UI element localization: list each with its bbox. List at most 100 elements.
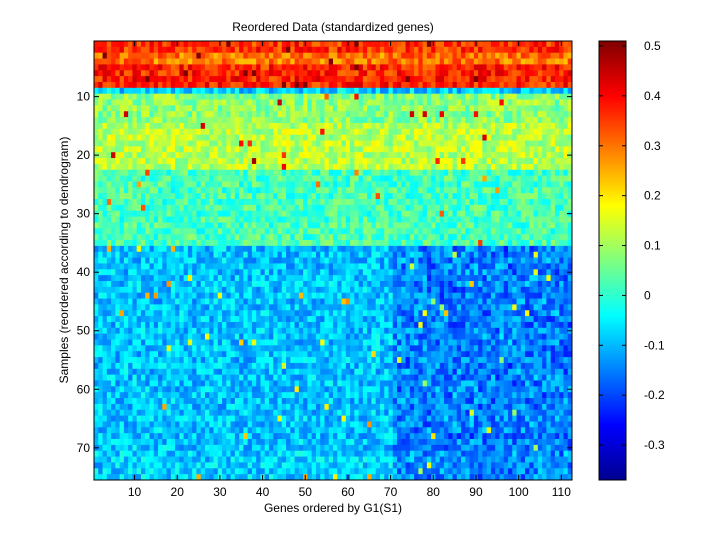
heatmap-cell [409,111,415,118]
heatmap-cell [115,175,121,182]
heatmap-cell [435,70,441,77]
heatmap-cell [290,140,295,147]
heatmap-cell [230,76,236,83]
heatmap-cell [119,41,125,48]
heatmap-cell [247,234,253,241]
heatmap-cell [204,87,210,95]
heatmap-cell [358,240,364,247]
heatmap-cell [405,64,411,71]
heatmap-cell [273,286,278,294]
heatmap-cell [443,251,449,258]
heatmap-cell [264,111,270,118]
heatmap-cell [307,286,313,294]
heatmap-cell [435,128,441,136]
heatmap-cell [247,140,253,147]
heatmap-cell [490,286,496,294]
heatmap-cell [550,81,556,89]
heatmap-cell [503,240,509,247]
heatmap-cell [362,163,368,171]
heatmap-cell [111,298,116,305]
heatmap-cell [350,52,355,59]
heatmap-cell [379,152,385,159]
heatmap-cell [166,105,172,112]
heatmap-cell [443,52,449,59]
heatmap-cell [392,269,398,276]
heatmap-cell [486,175,492,182]
heatmap-cell [98,280,103,288]
heatmap-cell [132,269,138,276]
heatmap-cell [414,122,419,130]
heatmap-cell [567,280,573,288]
heatmap-cell [345,87,351,95]
heatmap-cell [149,81,155,89]
heatmap-cell [567,76,573,83]
heatmap-cell [273,193,278,200]
heatmap-cell [499,111,505,118]
heatmap-cell [256,128,261,136]
heatmap [94,41,573,481]
heatmap-cell [435,269,441,276]
heatmap-cell [495,199,500,206]
heatmap-cell [392,117,398,124]
heatmap-cell [230,280,236,288]
heatmap-cell [341,58,347,65]
heatmap-cell [213,187,219,194]
heatmap-cell [520,222,526,229]
heatmap-cell [111,286,116,294]
heatmap-cell [226,152,231,159]
heatmap-cell [409,105,415,112]
heatmap-cell [328,105,334,112]
heatmap-cell [529,128,534,136]
heatmap-cell [320,240,325,247]
heatmap-cell [132,175,138,182]
heatmap-cell [461,280,466,288]
heatmap-cell [367,81,372,89]
heatmap-cell [337,122,342,130]
heatmap-cell [162,64,167,71]
heatmap-cell [542,292,547,299]
heatmap-cell [94,52,99,59]
heatmap-cell [358,263,364,270]
heatmap-cell [388,134,394,141]
heatmap-cell [554,222,560,229]
heatmap-cell [559,251,564,258]
heatmap-cell [486,158,492,165]
heatmap-cell [286,263,291,270]
heatmap-cell [239,93,244,100]
heatmap-cell [260,245,266,253]
heatmap-cell [469,228,475,235]
heatmap-cell [490,41,496,48]
heatmap-cell [115,263,121,270]
heatmap-cell [247,87,253,95]
heatmap-cell [106,257,112,264]
heatmap-cell [158,64,163,71]
heatmap-cell [123,263,129,270]
heatmap-cell [273,204,278,212]
heatmap-cell [345,122,351,130]
heatmap-cell [209,70,214,77]
heatmap-cell [525,140,530,147]
heatmap-cell [153,280,159,288]
heatmap-cell [128,99,133,106]
heatmap-cell [128,76,133,83]
heatmap-cell [307,87,313,95]
heatmap-cell [170,216,176,223]
heatmap-cell [439,93,445,100]
heatmap-cell [550,122,556,130]
heatmap-cell [183,111,189,118]
heatmap-cell [94,140,99,147]
heatmap-cell [209,146,214,153]
heatmap-cell [320,169,325,177]
heatmap-cell [187,187,193,194]
heatmap-cell [490,240,496,247]
heatmap-cell [392,111,398,118]
heatmap-cell [162,152,167,159]
heatmap-cell [448,234,453,241]
heatmap-cell [362,70,368,77]
heatmap-cell [170,240,176,247]
heatmap-cell [490,111,496,118]
heatmap-cell [294,70,300,77]
heatmap-cell [443,87,449,95]
heatmap-cell [533,76,539,83]
heatmap-cell [234,163,240,171]
